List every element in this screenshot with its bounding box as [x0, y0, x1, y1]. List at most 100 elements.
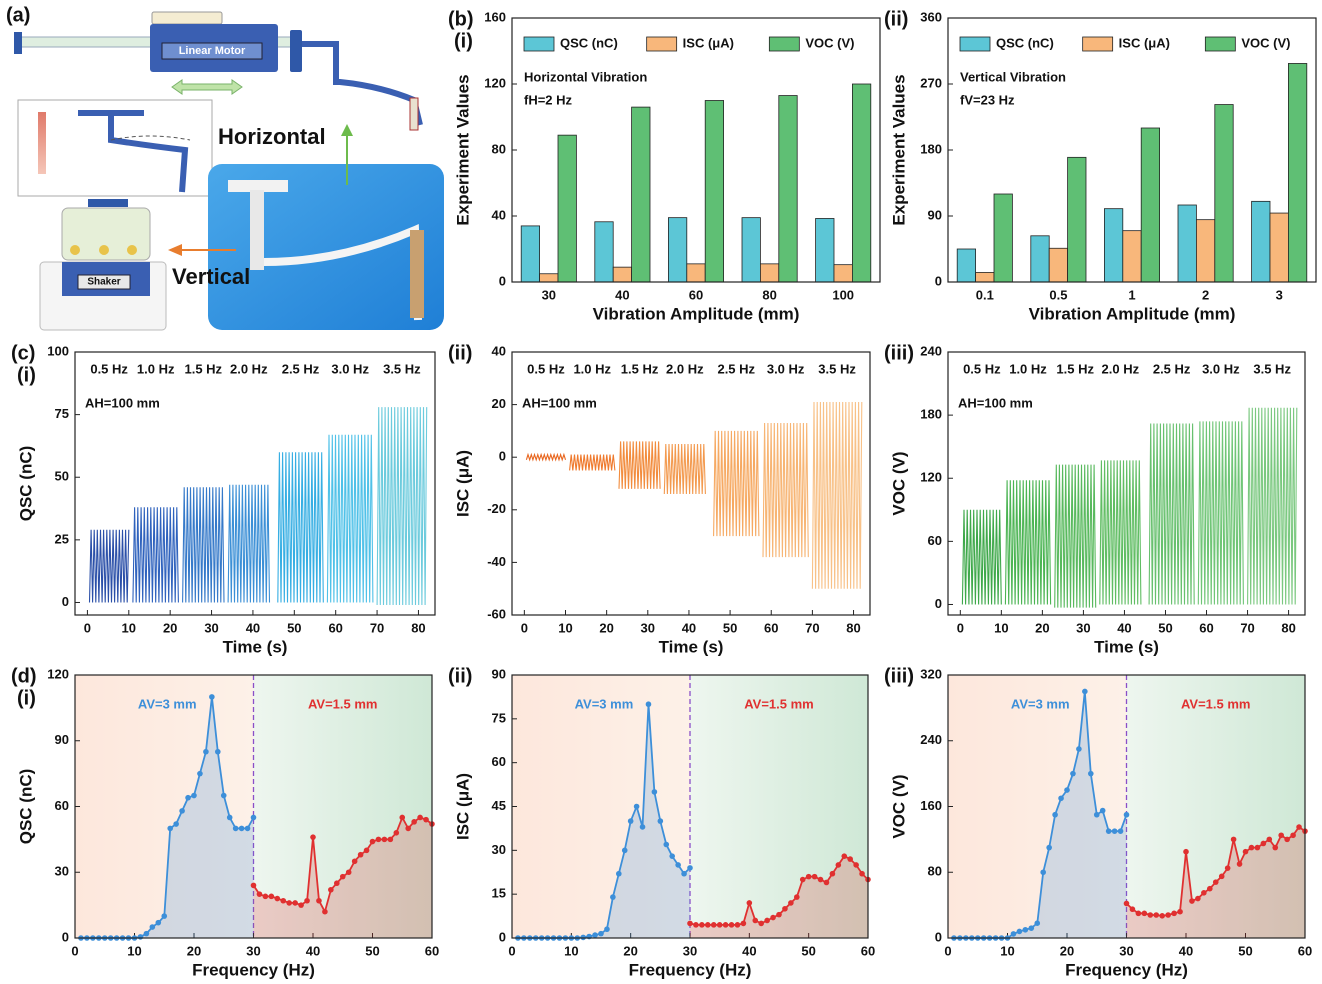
bar [1104, 209, 1122, 282]
point [286, 900, 292, 906]
signal [714, 431, 759, 536]
signal [327, 435, 373, 603]
panel-label: (ii) [448, 342, 472, 364]
point [1034, 920, 1040, 926]
x-tick-label: 30 [204, 620, 218, 635]
segment-label: 2.5 Hz [1153, 361, 1191, 376]
bar [852, 84, 870, 282]
point [221, 793, 227, 799]
bar [521, 226, 539, 282]
point [191, 793, 197, 799]
y-tick-label: 90 [55, 732, 69, 747]
point [203, 749, 209, 755]
point [628, 818, 634, 824]
point [1165, 912, 1171, 918]
point [1136, 911, 1142, 917]
shaker-label: Shaker [87, 277, 120, 288]
point [167, 826, 173, 832]
point [1148, 912, 1154, 918]
point [1243, 849, 1249, 855]
point [298, 902, 304, 908]
bar [957, 249, 975, 282]
bar [1068, 157, 1086, 282]
x-tick-label: 10 [1000, 943, 1014, 958]
x-tick-label: 50 [1158, 620, 1172, 635]
panel-label: (b) [448, 8, 474, 30]
point [622, 848, 628, 854]
legend-label: QSC (nC) [996, 35, 1054, 50]
x-tick-label: 0 [508, 943, 515, 958]
y-tick-label: 100 [47, 343, 69, 358]
x-tick-label: 40 [682, 620, 696, 635]
y-tick-label: 360 [920, 9, 942, 24]
x-tick-label: 80 [762, 287, 776, 302]
vertical-label: Vertical [172, 264, 250, 289]
x-tick-label: 30 [542, 287, 556, 302]
bar [1215, 105, 1233, 282]
point [699, 922, 705, 928]
point [687, 921, 693, 927]
point [658, 818, 664, 824]
bar [668, 218, 686, 282]
point [764, 918, 770, 924]
chart: (ii)-60-40-200204001020304050607080Time … [448, 342, 870, 656]
point [227, 815, 233, 821]
panel-label: (ii) [448, 665, 472, 687]
x-tick-label: 30 [246, 943, 260, 958]
figure: (a) Linear Motor Shaker Horizontal [0, 0, 1322, 984]
point [364, 848, 370, 854]
signal [1005, 480, 1050, 604]
point [280, 898, 286, 904]
segment-label: 1.0 Hz [1009, 361, 1047, 376]
signal [1198, 421, 1243, 604]
point [394, 830, 400, 836]
signal [1100, 460, 1141, 604]
point [1124, 812, 1130, 818]
bar [1141, 128, 1159, 282]
point [1118, 828, 1124, 834]
y-tick-label: 80 [928, 864, 942, 879]
annotation: fV=23 Hz [960, 92, 1015, 107]
point [1130, 906, 1136, 912]
point [1011, 931, 1017, 937]
point [161, 913, 167, 919]
x-tick-label: 40 [615, 287, 629, 302]
point [610, 894, 616, 900]
bar [705, 101, 723, 283]
annotation: AV=1.5 mm [744, 696, 814, 711]
y-tick-label: 90 [928, 207, 942, 222]
y-tick-label: 30 [492, 842, 506, 857]
segment-label: 2.5 Hz [282, 361, 320, 376]
point [215, 749, 221, 755]
x-tick-label: 2 [1202, 287, 1209, 302]
y-tick-label: 0 [499, 929, 506, 944]
x-tick-label: 100 [832, 287, 854, 302]
x-tick-label: 10 [122, 620, 136, 635]
x-tick-label: 80 [846, 620, 860, 635]
signal [183, 487, 224, 602]
y-tick-label: 50 [55, 469, 69, 484]
segment-label: 2.0 Hz [1102, 361, 1140, 376]
segment-label: 2.0 Hz [230, 361, 268, 376]
point [634, 804, 640, 810]
point [723, 922, 729, 928]
point [1040, 869, 1046, 875]
point [275, 896, 281, 902]
bar [1288, 63, 1306, 282]
bar [976, 272, 994, 282]
point [1094, 812, 1100, 818]
x-tick-label: 60 [328, 620, 342, 635]
point [1213, 879, 1219, 885]
annotation: AV=1.5 mm [308, 696, 378, 711]
legend-label: VOC (V) [1241, 35, 1290, 50]
x-axis-label: Frequency (Hz) [629, 960, 752, 979]
bar [1196, 220, 1214, 282]
y-tick-label: 160 [484, 9, 506, 24]
y-tick-label: 40 [492, 207, 506, 222]
x-tick-label: 30 [1076, 620, 1090, 635]
point [729, 922, 735, 928]
point [1237, 861, 1243, 867]
segment-label: 2.5 Hz [717, 361, 755, 376]
point [328, 887, 334, 893]
